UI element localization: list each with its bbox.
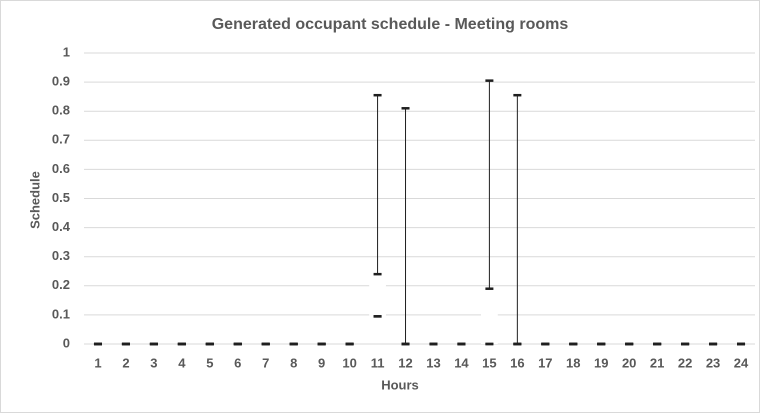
- y-tick-label: 0.8: [52, 103, 70, 118]
- x-tick-label: 2: [122, 355, 129, 370]
- x-axis-label: Hours: [381, 377, 419, 392]
- x-tick-label: 11: [371, 355, 385, 370]
- x-tick-label: 13: [426, 355, 440, 370]
- x-tick-label: 3: [150, 355, 157, 370]
- y-tick-label: 0.3: [52, 248, 70, 263]
- x-tick-label: 17: [538, 355, 552, 370]
- x-tick-label: 5: [206, 355, 213, 370]
- x-tick-label: 15: [482, 355, 496, 370]
- y-tick-label: 0.6: [52, 161, 70, 176]
- y-tick-label: 0: [63, 335, 70, 350]
- box: [481, 288, 498, 344]
- x-tick-label: 19: [594, 355, 608, 370]
- y-tick-label: 0.5: [52, 190, 70, 205]
- y-tick-label: 0.7: [52, 132, 70, 147]
- x-tick-label: 16: [510, 355, 524, 370]
- x-tick-label: 8: [290, 355, 297, 370]
- y-tick-label: 0.1: [52, 306, 70, 321]
- y-tick-label: 0.2: [52, 277, 70, 292]
- y-tick-label: 1: [63, 44, 70, 59]
- x-tick-label: 21: [650, 355, 664, 370]
- x-tick-label: 12: [398, 355, 412, 370]
- y-tick-label: 0.9: [52, 74, 70, 89]
- y-tick-label: 0.4: [52, 219, 71, 234]
- x-tick-label: 20: [622, 355, 636, 370]
- x-tick-label: 23: [706, 355, 720, 370]
- x-tick-label: 22: [678, 355, 692, 370]
- box: [369, 274, 386, 317]
- x-tick-label: 7: [262, 355, 269, 370]
- x-tick-label: 6: [234, 355, 241, 370]
- x-tick-label: 24: [734, 355, 749, 370]
- x-tick-label: 10: [342, 355, 356, 370]
- x-tick-label: 14: [454, 355, 469, 370]
- x-tick-label: 1: [94, 355, 101, 370]
- x-tick-label: 9: [318, 355, 325, 370]
- chart-title: Generated occupant schedule - Meeting ro…: [212, 16, 569, 33]
- y-axis-label: Schedule: [27, 171, 42, 229]
- x-tick-label: 18: [566, 355, 580, 370]
- x-tick-label: 4: [178, 355, 186, 370]
